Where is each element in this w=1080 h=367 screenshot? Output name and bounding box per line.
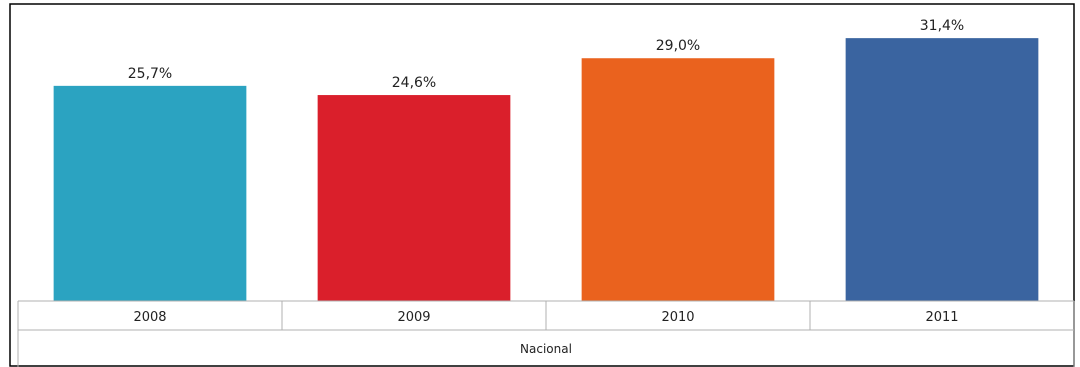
- data-label-2011: 31,4%: [920, 18, 964, 34]
- category-separators-group: [17, 301, 1075, 367]
- bar-2008: [53, 85, 247, 302]
- data-label-2010: 29,0%: [656, 38, 700, 54]
- bar-2010: [581, 58, 775, 301]
- data-label-2009: 24,6%: [392, 75, 436, 91]
- bar-2011: [845, 38, 1039, 301]
- tick-label-2009: 2009: [397, 310, 430, 325]
- tick-label-2011: 2011: [925, 310, 958, 325]
- chart-frame: [9, 3, 1075, 367]
- tick-label-2010: 2010: [661, 310, 694, 325]
- tick-labels-group: 2008 2009 2010 2011: [133, 310, 958, 325]
- bars-group: [53, 38, 1039, 302]
- data-label-2008: 25,7%: [128, 66, 172, 82]
- tick-label-2008: 2008: [133, 310, 166, 325]
- bar-2009: [317, 95, 511, 301]
- value-labels-group: 25,7% 24,6% 29,0% 31,4%: [128, 18, 964, 91]
- group-label: Nacional: [520, 342, 572, 356]
